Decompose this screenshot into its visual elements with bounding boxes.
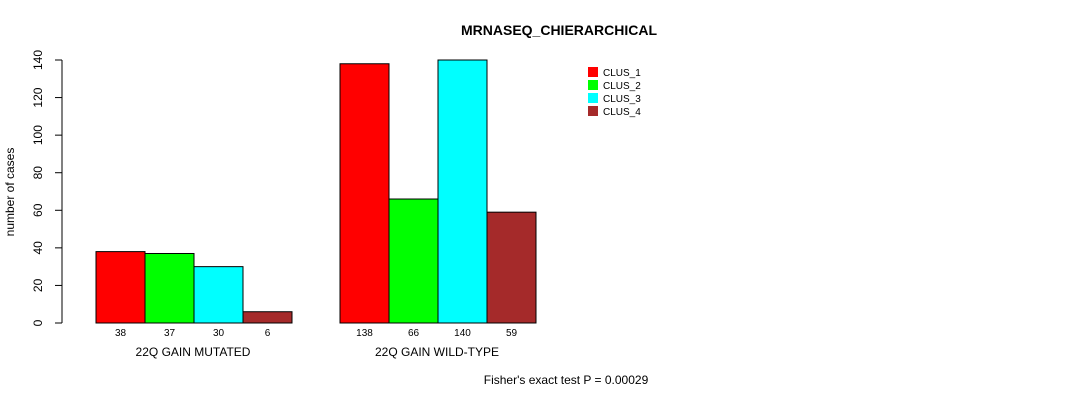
bar-value-label: 59 <box>506 328 518 339</box>
y-tick-label: 140 <box>31 50 45 70</box>
bar-clus-4 <box>242 311 293 324</box>
bar-clus-1 <box>95 251 146 324</box>
y-tick-label: 60 <box>31 203 45 217</box>
y-tick-label: 80 <box>31 166 45 180</box>
legend-swatch <box>588 67 598 77</box>
y-axis-label: number of cases <box>3 148 17 237</box>
legend-label: CLUS_4 <box>603 107 641 118</box>
legend-swatch <box>588 80 598 90</box>
bar-clus-4 <box>486 211 537 324</box>
group-labels: 22Q GAIN MUTATED 22Q GAIN WILD-TYPE <box>136 345 499 359</box>
group-label: 22Q GAIN WILD-TYPE <box>375 345 499 359</box>
y-tick-label: 100 <box>31 125 45 145</box>
legend-label: CLUS_3 <box>603 94 641 105</box>
group-label: 22Q GAIN MUTATED <box>136 345 251 359</box>
bar-value-label: 66 <box>408 328 420 339</box>
bar-value-label: 37 <box>164 328 176 339</box>
y-tick-label: 0 <box>31 319 45 326</box>
bar-clus-1 <box>339 63 390 324</box>
bar-value-label: 38 <box>115 328 127 339</box>
y-tick-label: 40 <box>31 241 45 255</box>
y-tick-label: 20 <box>31 278 45 292</box>
bar-value-label: 138 <box>356 328 373 339</box>
bar-clus-2 <box>388 198 439 324</box>
bar-value-label: 30 <box>213 328 225 339</box>
bar-clus-3 <box>193 266 244 324</box>
chart-title: MRNASEQ_CHIERARCHICAL <box>461 22 657 38</box>
y-axis: 0 20 40 60 80 100 120 140 <box>31 50 63 326</box>
bar-value-label: 6 <box>265 328 271 339</box>
legend: CLUS_1 CLUS_2 CLUS_3 CLUS_4 <box>588 67 641 118</box>
legend-label: CLUS_2 <box>603 81 641 92</box>
y-tick-label: 120 <box>31 87 45 107</box>
bar-clus-2 <box>144 252 195 324</box>
fisher-test-annotation: Fisher's exact test P = 0.00029 <box>484 373 649 387</box>
bar-clus-3 <box>437 59 488 324</box>
bar-labels: 38 37 30 6 138 66 140 59 <box>115 328 518 339</box>
legend-swatch <box>588 93 598 103</box>
bars <box>95 59 537 324</box>
bar-value-label: 140 <box>454 328 471 339</box>
legend-label: CLUS_1 <box>603 68 641 79</box>
legend-swatch <box>588 106 598 116</box>
